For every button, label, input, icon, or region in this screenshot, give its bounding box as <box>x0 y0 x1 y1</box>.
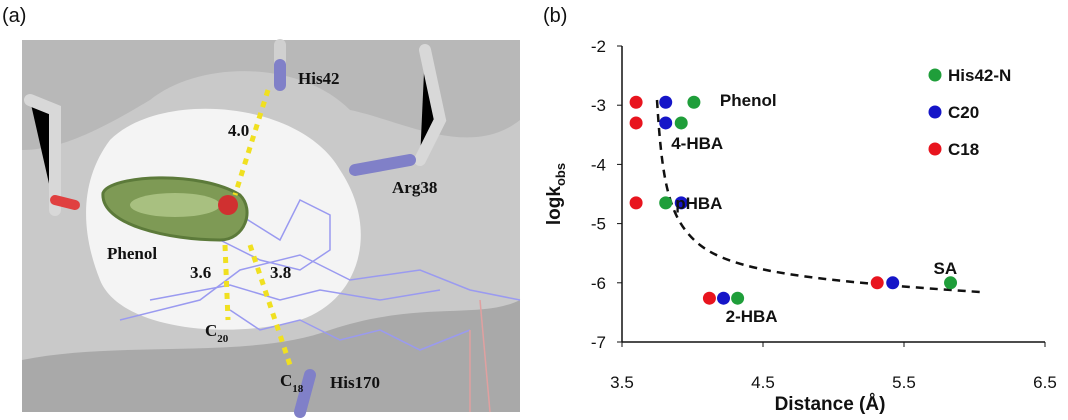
data-point <box>870 276 884 290</box>
x-tick-label: 4.5 <box>751 373 775 392</box>
panel-label: (b) <box>543 5 567 27</box>
fit-curve <box>655 99 981 294</box>
y-axis-label-subscript: obs <box>553 163 568 186</box>
heme <box>119 198 521 413</box>
data-point <box>674 116 688 130</box>
surface-shade <box>22 40 520 150</box>
panel-b: (b) Distance (Å) logkobs -7 -6 -5 -4 -3 -2 3.5… <box>543 5 1057 415</box>
data-point <box>629 196 643 210</box>
data-point <box>659 116 673 130</box>
compound-label: SA <box>934 259 958 278</box>
data-point <box>731 291 745 305</box>
distance-label: 3.8 <box>270 263 291 282</box>
legend-marker <box>928 105 942 119</box>
sticks <box>24 39 447 418</box>
x-tick-label: 6.5 <box>1033 373 1057 392</box>
y-tick-label: -6 <box>591 274 606 293</box>
atom-text: C <box>205 321 217 340</box>
atom-label: C18 <box>280 371 304 395</box>
y-axis-label-text: logk <box>544 186 565 225</box>
data-point <box>687 95 701 109</box>
legend-label: His42-N <box>948 66 1011 85</box>
y-tick-label: -4 <box>591 155 606 174</box>
legend-label: C20 <box>948 103 979 122</box>
data-point <box>674 196 688 210</box>
atom-subscript: 20 <box>217 333 229 345</box>
data-point <box>659 95 673 109</box>
y-axis-label: logkobs <box>544 163 568 225</box>
distance-lines <box>222 89 293 366</box>
legend-marker <box>928 142 942 156</box>
residue-label: Arg38 <box>392 178 437 197</box>
y-tick-label: -7 <box>591 333 606 352</box>
compound-label: pHBA <box>675 194 722 213</box>
data-point <box>702 291 716 305</box>
x-tick-label: 3.5 <box>610 373 634 392</box>
atom-label: C20 <box>205 321 229 345</box>
atom-subscript: 18 <box>292 383 304 395</box>
y-tick-label: -2 <box>591 37 606 56</box>
atom-text: C <box>280 371 292 390</box>
legend-marker <box>928 68 942 82</box>
panel-a: (a) His42 4.0 Arg38 Phenol 3.6 3.8 C20 C… <box>2 5 521 418</box>
residue-label: His170 <box>330 373 380 392</box>
legend-label: C18 <box>948 140 979 159</box>
compound-label: Phenol <box>720 91 777 110</box>
x-axis-label: Distance (Å) <box>775 394 886 415</box>
panel-label: (a) <box>2 5 26 27</box>
y-tick-label: -5 <box>591 215 606 234</box>
data-point <box>629 95 643 109</box>
y-tick-label: -3 <box>591 96 606 115</box>
residue-label: His42 <box>298 69 340 88</box>
surface-lower <box>22 300 520 412</box>
compound-label: 4-HBA <box>671 134 723 153</box>
data-point <box>944 276 958 290</box>
compound-label: 2-HBA <box>726 307 778 326</box>
distance-label: 4.0 <box>228 121 249 140</box>
data-point <box>629 116 643 130</box>
data-point <box>717 291 731 305</box>
data-point <box>659 196 673 210</box>
distance-label: 3.6 <box>190 263 211 282</box>
data-point <box>886 276 900 290</box>
x-tick-label: 5.5 <box>892 373 916 392</box>
oxygen <box>218 195 238 215</box>
ligand-label: Phenol <box>107 244 157 263</box>
phenol-highlight <box>130 193 220 217</box>
